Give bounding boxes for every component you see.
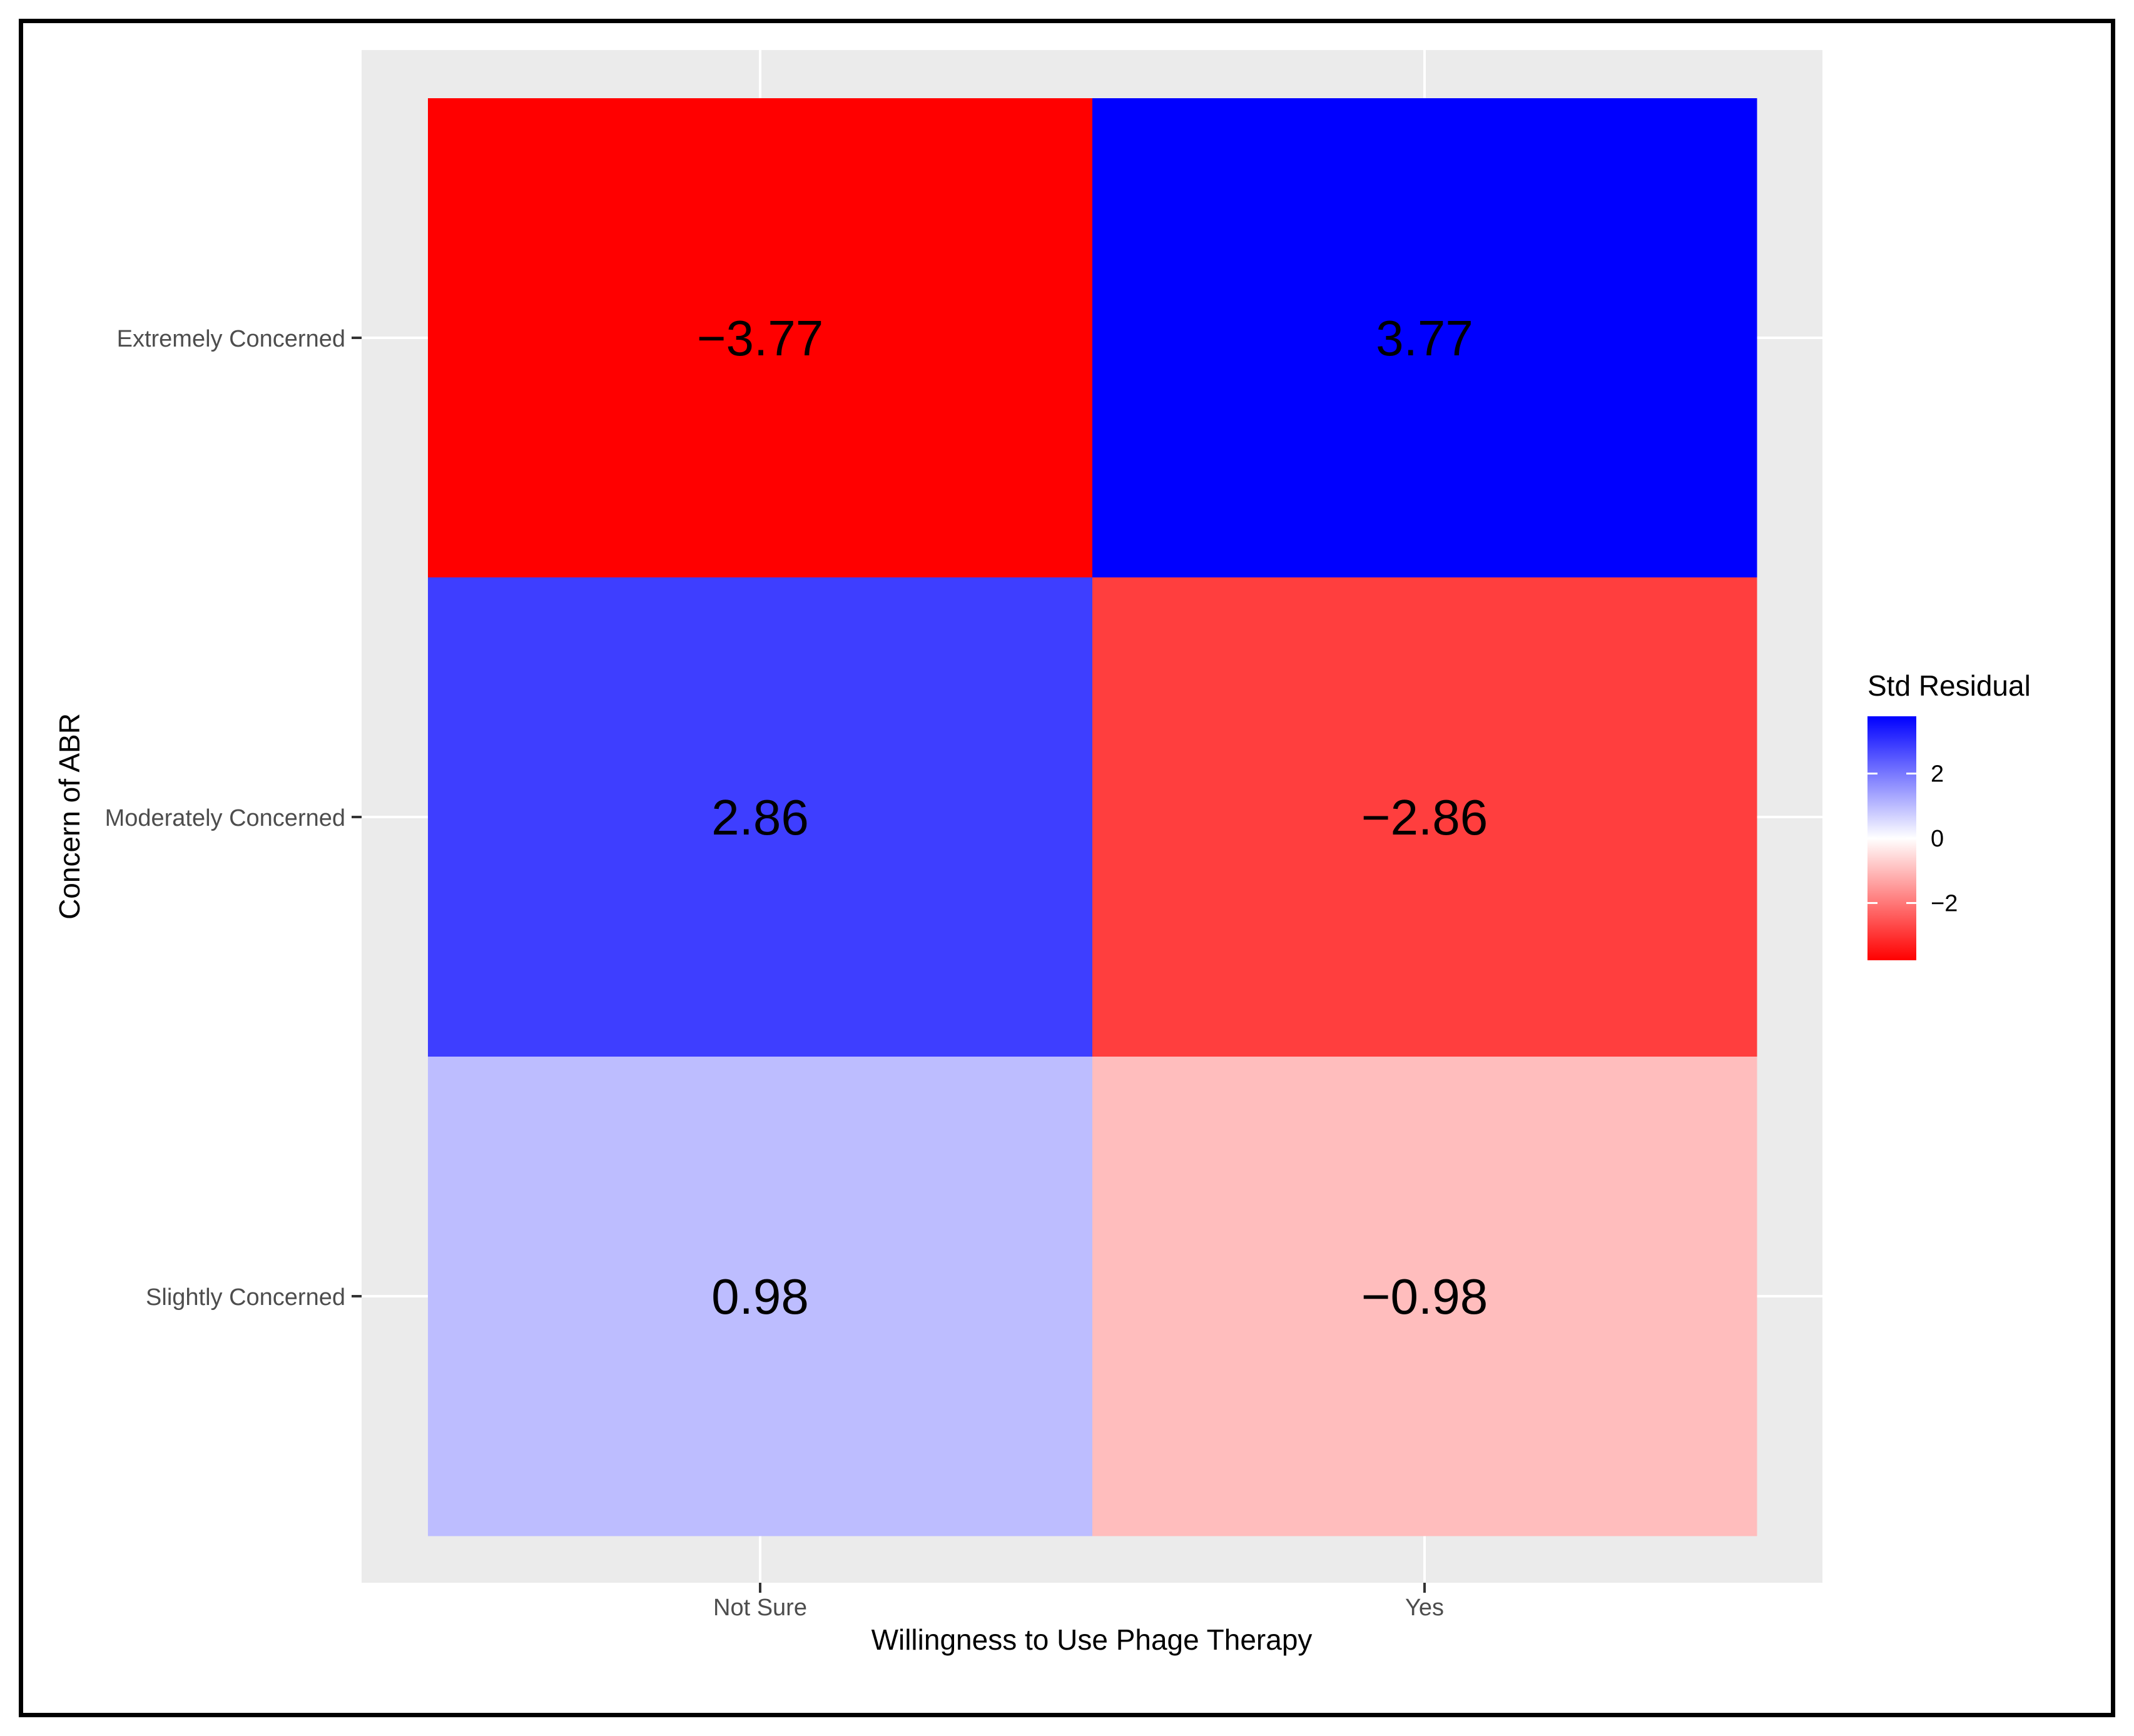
heatmap-cells: [428, 98, 1757, 1536]
heatmap-cell: [1092, 577, 1757, 1057]
y-tick-label: Slightly Concerned: [146, 1284, 345, 1311]
heatmap-cell: [428, 577, 1093, 1057]
legend-tick-label: −2: [1931, 890, 1958, 916]
color-legend: Std Residual 2 0 −2: [1867, 669, 2031, 960]
x-tick-label: Not Sure: [713, 1595, 807, 1621]
cell-value-label: −3.77: [697, 310, 823, 366]
legend-title: Std Residual: [1867, 669, 2031, 702]
x-axis: Not Sure Yes: [713, 1583, 1444, 1621]
x-tick-label: Yes: [1405, 1595, 1444, 1621]
legend-tick-label: 0: [1931, 826, 1944, 852]
heatmap-cell: [428, 98, 1093, 578]
y-tick-label: Moderately Concerned: [105, 805, 345, 831]
cell-value-label: −2.86: [1361, 789, 1488, 845]
x-axis-title: Willingness to Use Phage Therapy: [871, 1623, 1313, 1656]
cell-value-label: −0.98: [1361, 1269, 1488, 1324]
cell-value-label: 2.86: [711, 789, 809, 845]
cell-value-labels: −3.77 3.77 2.86 −2.86 0.98 −0.98: [697, 310, 1488, 1324]
heatmap-cell: [1092, 1057, 1757, 1536]
cell-value-label: 3.77: [1376, 310, 1473, 366]
legend-tick-label: 2: [1931, 761, 1944, 788]
cell-value-label: 0.98: [711, 1269, 809, 1324]
y-axis: Extremely Concerned Moderately Concerned S…: [105, 326, 362, 1311]
y-tick-label: Extremely Concerned: [117, 326, 345, 352]
heatmap-cell: [1092, 98, 1757, 578]
heatmap-cell: [428, 1057, 1093, 1536]
legend-ticks: 2 0 −2: [1867, 761, 1958, 916]
y-axis-title: Concern of ABR: [53, 713, 86, 920]
